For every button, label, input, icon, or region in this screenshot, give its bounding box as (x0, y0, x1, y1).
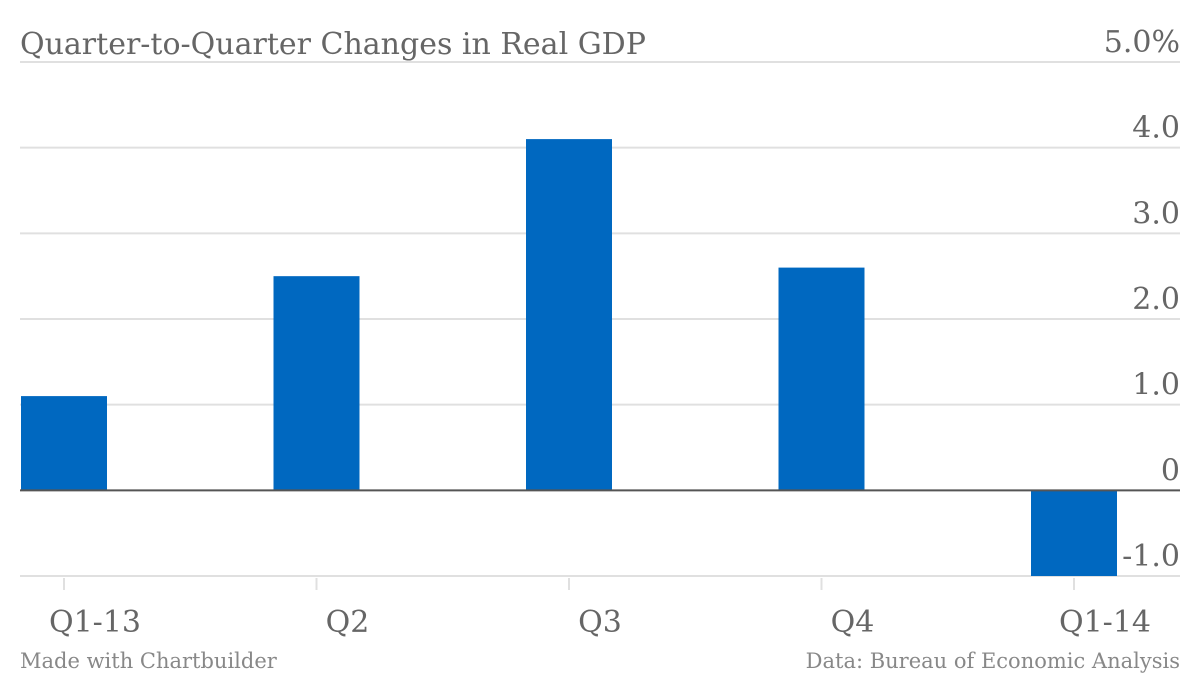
category-label: Q1-14 (1059, 605, 1151, 640)
chart-credit: Made with Chartbuilder (20, 649, 278, 673)
chart-title: Quarter-to-Quarter Changes in Real GDP (20, 27, 646, 62)
bar (778, 267, 865, 491)
bar (1031, 490, 1117, 576)
category-label: Q2 (326, 605, 370, 640)
category-label: Q3 (578, 605, 622, 640)
y-tick-label: 5.0% (1104, 25, 1180, 60)
category-labels: Q1-13 Q2 Q3 Q4 Q1-14 (49, 605, 1151, 640)
bar (526, 139, 612, 491)
y-tick-label: 1.0 (1132, 368, 1180, 403)
y-tick-label: 4.0 (1132, 111, 1180, 146)
x-tick-marks (63, 578, 1075, 590)
category-label: Q4 (831, 605, 875, 640)
bar (273, 276, 360, 491)
y-tick-label: -1.0 (1122, 539, 1180, 574)
y-tick-label: 2.0 (1132, 282, 1180, 317)
y-tick-label: 3.0 (1132, 196, 1180, 231)
chart-source: Data: Bureau of Economic Analysis (806, 649, 1180, 673)
y-tick-label: 0 (1161, 453, 1180, 488)
bars (21, 139, 1117, 576)
y-tick-labels: -1.0 0 1.0 2.0 3.0 4.0 5.0% (1104, 25, 1180, 574)
category-label: Q1-13 (49, 605, 141, 640)
bar (21, 396, 107, 491)
